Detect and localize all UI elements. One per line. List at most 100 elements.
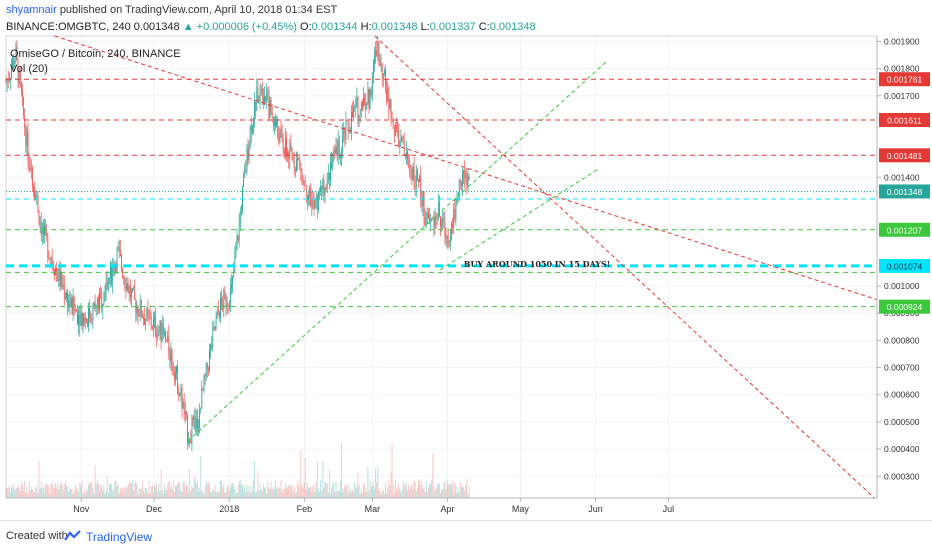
volume-bar bbox=[235, 493, 237, 498]
candle-body bbox=[330, 162, 331, 181]
close-value: 0.001348 bbox=[489, 21, 536, 33]
candle-body bbox=[445, 237, 447, 239]
volume-bar bbox=[99, 491, 100, 498]
price-axis: 0.001900 0.001800 0.001700 0.001400 0.001000… bbox=[877, 36, 920, 481]
candle-body bbox=[286, 138, 287, 157]
candle-body bbox=[154, 317, 155, 320]
volume-bar bbox=[117, 483, 119, 498]
candle-body bbox=[274, 118, 275, 127]
volume-bar bbox=[130, 484, 132, 498]
volume-bar bbox=[68, 492, 70, 498]
price-chart[interactable]: 0.001900 0.001800 0.001700 0.001400 0.001000… bbox=[0, 0, 932, 520]
candle-body bbox=[389, 99, 391, 109]
candle-body bbox=[21, 82, 22, 94]
volume-bar bbox=[393, 493, 395, 498]
candle-body bbox=[62, 285, 64, 288]
volume-bar bbox=[177, 484, 179, 498]
volume-bar bbox=[59, 485, 61, 498]
volume-bar bbox=[295, 492, 297, 498]
candle-body bbox=[258, 101, 260, 103]
volume-bar bbox=[97, 484, 99, 498]
volume-bar bbox=[366, 491, 368, 498]
candle-body bbox=[425, 217, 427, 225]
candle-body bbox=[443, 217, 445, 219]
candle-body bbox=[193, 415, 195, 421]
candle-body bbox=[188, 442, 189, 444]
candle-body bbox=[227, 304, 229, 306]
candle-body bbox=[356, 97, 358, 101]
volume-bar bbox=[38, 460, 40, 498]
candle-body bbox=[84, 318, 86, 324]
candle-body bbox=[36, 194, 38, 196]
candle-body bbox=[276, 120, 277, 127]
volume-bar bbox=[282, 488, 284, 498]
volume-bar bbox=[377, 467, 379, 498]
volume-bars bbox=[5, 443, 470, 498]
candle-body bbox=[39, 221, 41, 224]
volume-bar bbox=[266, 493, 268, 498]
candle-body bbox=[205, 362, 207, 376]
candle-body bbox=[393, 128, 395, 136]
candle-body bbox=[156, 334, 158, 338]
volume-bar bbox=[262, 484, 264, 498]
volume-bar bbox=[91, 483, 93, 498]
candle-body bbox=[18, 71, 20, 84]
volume-bar bbox=[256, 491, 258, 498]
grid bbox=[6, 36, 877, 498]
volume-bar bbox=[149, 493, 151, 498]
brand-label[interactable]: TradingView bbox=[86, 530, 153, 544]
volume-bar bbox=[165, 490, 166, 498]
volume-bar bbox=[37, 492, 39, 498]
candle-body bbox=[132, 288, 133, 292]
candle-body bbox=[111, 263, 112, 284]
candle-body bbox=[160, 320, 162, 342]
candle-body bbox=[149, 315, 151, 318]
candle-body bbox=[325, 187, 327, 190]
volume-bar bbox=[66, 486, 67, 498]
volume-bar bbox=[330, 493, 331, 498]
candle-body bbox=[315, 195, 317, 202]
volume-bar bbox=[432, 453, 434, 498]
volume-bar bbox=[11, 486, 12, 498]
volume-bar bbox=[84, 492, 86, 498]
candle-body bbox=[444, 217, 446, 238]
candle-body bbox=[51, 258, 53, 264]
candle-body bbox=[11, 68, 12, 78]
volume-bar bbox=[139, 489, 141, 498]
candle-body bbox=[275, 118, 276, 127]
volume-bar bbox=[317, 489, 319, 498]
volume-bar bbox=[240, 484, 242, 498]
volume-bar bbox=[232, 482, 234, 498]
volume-bar bbox=[203, 493, 205, 498]
volume-bar bbox=[85, 489, 87, 498]
volume-bar bbox=[100, 485, 102, 498]
volume-bar bbox=[334, 492, 336, 498]
volume-bar bbox=[442, 489, 444, 498]
candle-body bbox=[401, 136, 403, 142]
volume-bar bbox=[288, 485, 290, 498]
candle-body bbox=[457, 197, 459, 200]
candle-body bbox=[109, 278, 110, 279]
volume-bar bbox=[368, 490, 370, 498]
volume-bar bbox=[390, 472, 392, 498]
candle-body bbox=[113, 266, 115, 273]
volume-bar bbox=[124, 486, 126, 498]
candle-body bbox=[29, 165, 31, 170]
volume-bar bbox=[24, 480, 26, 498]
price-change: ▲ +0.000006 (+0.45%) bbox=[182, 21, 297, 33]
volume-bar bbox=[248, 485, 250, 498]
candle-body bbox=[15, 47, 17, 62]
volume-bar bbox=[157, 491, 159, 498]
author-link[interactable]: shyamnair bbox=[6, 4, 57, 16]
volume-bar bbox=[423, 486, 425, 498]
candle-body bbox=[430, 219, 431, 221]
candle-body bbox=[241, 211, 242, 213]
volume-bar bbox=[8, 487, 10, 498]
candle-body bbox=[267, 90, 269, 93]
candle-body bbox=[285, 138, 286, 155]
candle-body bbox=[409, 159, 411, 169]
price-tag-label: 0.001207 bbox=[887, 225, 923, 235]
candle-body bbox=[264, 96, 265, 102]
price-tag bbox=[879, 112, 930, 127]
volume-bar bbox=[121, 490, 122, 498]
